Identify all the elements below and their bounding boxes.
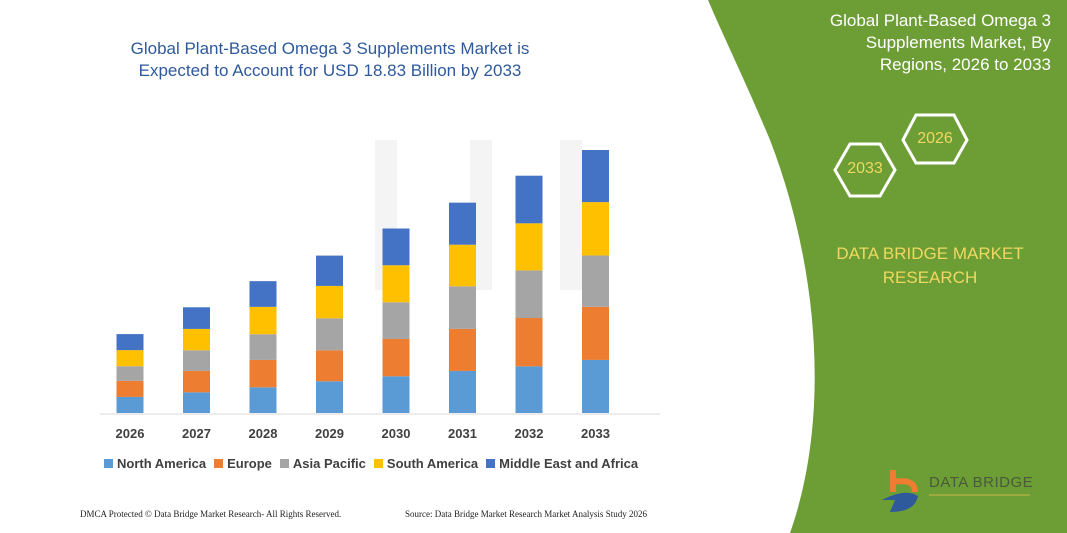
side-panel-title: Global Plant-Based Omega 3 Supplements M… xyxy=(829,11,1051,74)
bar-segment-2028-europe xyxy=(249,359,277,388)
bar-segment-2030-north-america xyxy=(382,376,410,413)
bar-segment-2028-north-america xyxy=(249,387,277,413)
bar-segment-2029-north-america xyxy=(316,381,343,413)
hex-label-2026: 2026 xyxy=(917,130,953,147)
brand-text: DATA BRIDGE MARKET RESEARCH xyxy=(836,244,1024,287)
bar-segment-2026-south-america xyxy=(116,350,144,367)
legend-swatch xyxy=(104,459,113,468)
bar-segment-2029-middle-east-and-africa xyxy=(316,255,343,286)
watermark-shapes xyxy=(375,140,582,290)
bar-segment-2029-europe xyxy=(316,350,343,382)
x-tick-label: 2032 xyxy=(514,426,544,441)
x-tick-label: 2027 xyxy=(182,426,211,441)
legend-item-north-america: North America xyxy=(104,456,206,471)
x-tick-label: 2029 xyxy=(315,426,344,441)
bar-segment-2031-south-america xyxy=(449,244,476,287)
hexagon-2033 xyxy=(833,142,897,198)
legend-item-europe: Europe xyxy=(214,456,272,471)
legend-label: North America xyxy=(117,456,207,471)
bar-segment-2027-middle-east-and-africa xyxy=(183,307,210,329)
chart-title: Global Plant-Based Omega 3 Supplements M… xyxy=(130,39,530,80)
bar-segment-2031-north-america xyxy=(449,370,476,413)
bar-segment-2026-middle-east-and-africa xyxy=(116,334,144,351)
bar-segment-2031-middle-east-and-africa xyxy=(449,202,476,245)
bar-segment-2026-north-america xyxy=(116,396,144,413)
bar-segment-2032-asia-pacific xyxy=(515,270,543,319)
bar-segment-2030-south-america xyxy=(382,265,410,303)
footer-copyright: DMCA Protected © Data Bridge Market Rese… xyxy=(80,509,342,519)
green-panel xyxy=(708,0,1067,533)
bar-segment-2032-north-america xyxy=(515,366,543,413)
bar-segment-2030-middle-east-and-africa xyxy=(382,228,410,266)
bar-segment-2030-europe xyxy=(382,338,410,377)
bar-segment-2033-middle-east-and-africa xyxy=(582,150,609,203)
x-tick-label: 2030 xyxy=(381,426,411,441)
bar-segment-2026-asia-pacific xyxy=(116,366,144,381)
bar-segment-2032-middle-east-and-africa xyxy=(515,175,543,224)
bars-group xyxy=(116,150,609,413)
legend-label: South America xyxy=(386,456,479,471)
bar-segment-2028-asia-pacific xyxy=(249,334,277,360)
hex-label-2033: 2033 xyxy=(847,160,883,177)
footer-source: Source: Data Bridge Market Research Mark… xyxy=(405,509,647,519)
bar-segment-2029-south-america xyxy=(316,285,343,319)
bar-segment-2028-south-america xyxy=(249,306,277,335)
legend-label: Middle East and Africa xyxy=(499,456,639,471)
bar-segment-2033-north-america xyxy=(582,359,609,413)
legend-swatch xyxy=(486,459,496,468)
bar-segment-2026-europe xyxy=(116,380,144,397)
legend: North America Europe Asia Pacific South … xyxy=(104,456,638,471)
legend-swatch xyxy=(279,459,289,468)
legend-item-middle-east-africa: Middle East and Africa xyxy=(486,456,638,471)
legend-label: Asia Pacific xyxy=(292,456,366,471)
legend-item-asia-pacific: Asia Pacific xyxy=(279,456,366,471)
x-tick-label: 2031 xyxy=(448,426,477,441)
legend-swatch xyxy=(214,459,224,468)
x-tick-label: 2026 xyxy=(115,426,145,441)
bar-segment-2031-europe xyxy=(449,328,476,371)
bar-segment-2033-asia-pacific xyxy=(582,255,609,307)
hexagon-2026 xyxy=(901,113,969,165)
bar-segment-2028-middle-east-and-africa xyxy=(249,281,277,307)
bar-segment-2032-europe xyxy=(515,318,543,367)
x-tick-label: 2028 xyxy=(248,426,278,441)
bar-segment-2027-europe xyxy=(183,370,210,393)
bar-segment-2027-north-america xyxy=(183,392,210,413)
bar-segment-2033-south-america xyxy=(582,202,609,256)
bar-segment-2029-asia-pacific xyxy=(316,318,343,351)
x-tick-label: 2033 xyxy=(581,426,610,441)
bar-segment-2027-south-america xyxy=(183,328,210,351)
bar-segment-2030-asia-pacific xyxy=(382,302,410,339)
legend-label: Europe xyxy=(227,456,272,471)
legend-item-south-america: South America xyxy=(373,456,479,471)
legend-swatch xyxy=(373,459,383,468)
bar-segment-2032-south-america xyxy=(515,223,543,271)
bar-segment-2033-europe xyxy=(582,306,609,360)
bar-segment-2031-asia-pacific xyxy=(449,286,476,329)
data-bridge-logo-icon xyxy=(882,470,918,512)
bar-segment-2027-asia-pacific xyxy=(183,350,210,371)
logo-text: DATA BRIDGE xyxy=(929,474,1034,491)
